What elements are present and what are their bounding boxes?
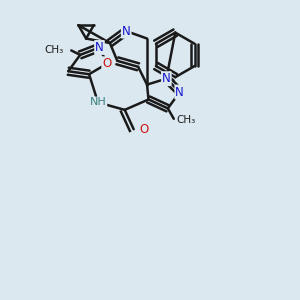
Text: N: N bbox=[122, 25, 130, 38]
Text: O: O bbox=[102, 57, 112, 70]
Text: N: N bbox=[162, 72, 171, 85]
Text: NH: NH bbox=[90, 98, 106, 107]
Text: CH₃: CH₃ bbox=[45, 45, 64, 56]
Text: N: N bbox=[95, 41, 104, 54]
Text: CH₃: CH₃ bbox=[177, 115, 196, 125]
Text: O: O bbox=[139, 123, 148, 136]
Text: N: N bbox=[175, 85, 184, 98]
